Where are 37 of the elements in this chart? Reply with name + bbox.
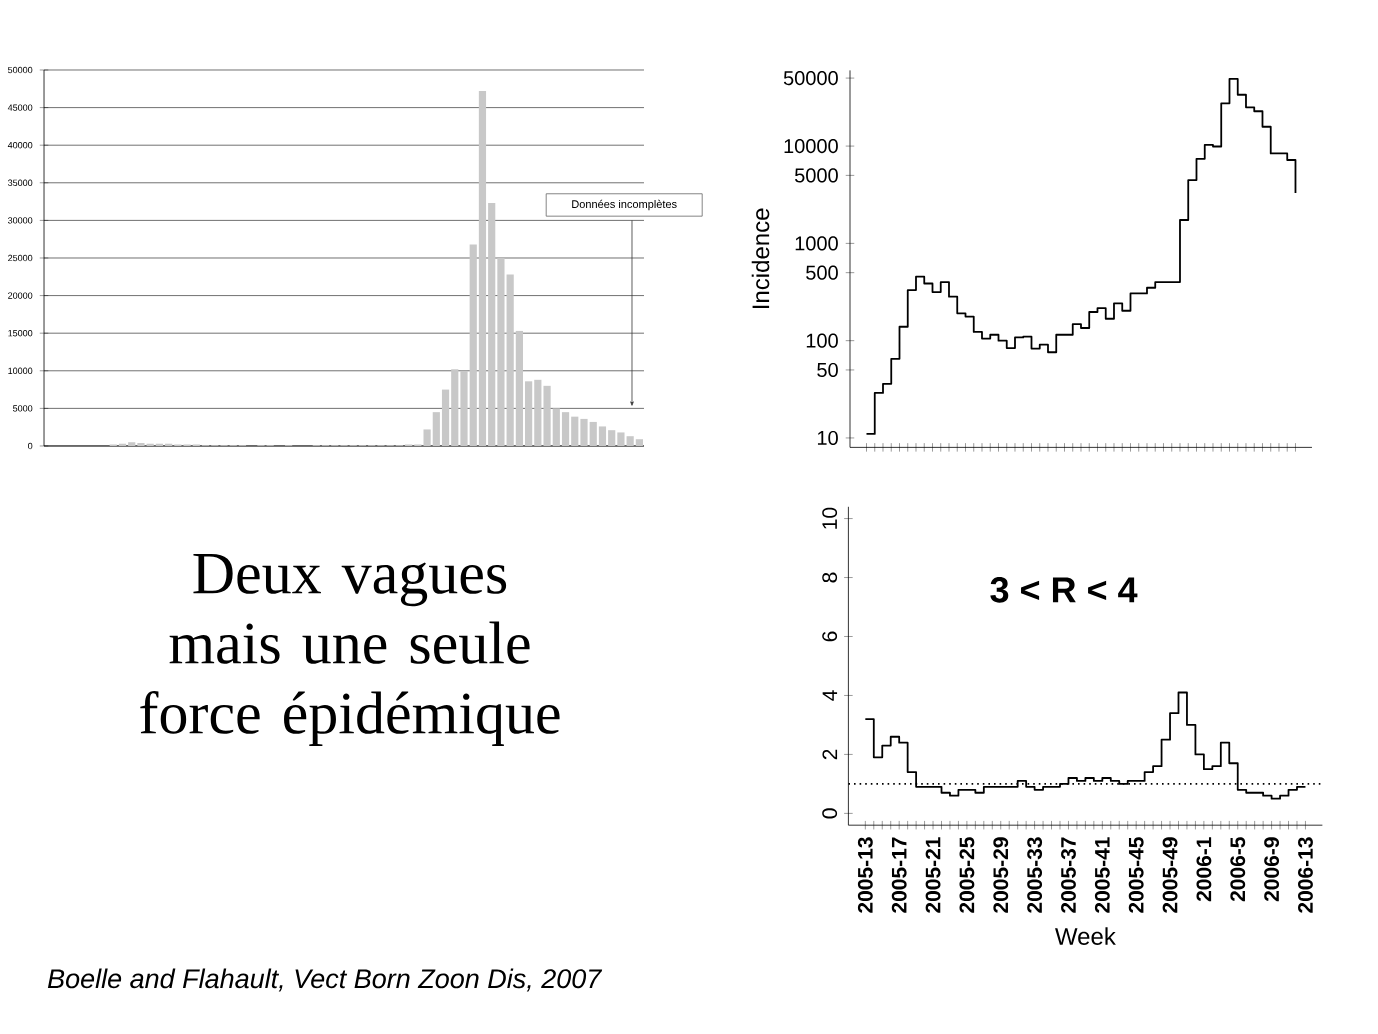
bar bbox=[478, 91, 487, 446]
y-axis-title: Incidence bbox=[751, 208, 770, 309]
x-tick-label: 2005-13 bbox=[857, 837, 873, 913]
x-tick-label: 2005-17 bbox=[891, 837, 907, 913]
x-tick-label: 2005-45 bbox=[1128, 837, 1144, 913]
x-tick-label: 2005-49 bbox=[1162, 837, 1178, 913]
y-tick-label: 500 bbox=[806, 265, 838, 280]
x-axis-title: Week bbox=[1055, 927, 1116, 945]
y-tick-label: 5000 bbox=[794, 168, 838, 183]
y-tick-label: 10 bbox=[822, 507, 838, 529]
y-tick-label: 100 bbox=[806, 333, 838, 348]
bar bbox=[598, 426, 607, 446]
y-tick-label: 50000 bbox=[783, 71, 838, 86]
x-tick-label: 2005-41 bbox=[1094, 837, 1110, 913]
x-tick-label: 2005-29 bbox=[993, 837, 1009, 913]
x-tick-label: 2005-37 bbox=[1061, 837, 1076, 913]
bar bbox=[635, 439, 643, 446]
x-tick-label: 2005-25 bbox=[959, 837, 975, 913]
y-tick-label: 10 bbox=[817, 430, 838, 446]
y-tick-label: 8 bbox=[822, 572, 838, 583]
y-tick-label: 0 bbox=[822, 808, 838, 819]
annotation: 3 < R < 4 bbox=[990, 577, 1138, 603]
y-tick-label: 4 bbox=[822, 690, 838, 701]
y-tick-label: 2 bbox=[822, 749, 838, 760]
y-tick-label: 10000 bbox=[784, 139, 838, 154]
y-tick-label: 6 bbox=[822, 631, 838, 642]
text: Deux vagues mais une seule force épidémique bbox=[140, 553, 560, 746]
bar bbox=[561, 412, 570, 446]
x-tick-label: 2006-13 bbox=[1298, 837, 1313, 913]
y-tick-label: 1000 bbox=[795, 236, 838, 251]
x-tick-label: 2006-1 bbox=[1196, 837, 1212, 902]
x-tick-label: 2006-5 bbox=[1230, 837, 1246, 902]
x-tick-label: 2005-33 bbox=[1027, 837, 1043, 913]
text: Boelle and Flahault, Vect Born Zoon Dis, 2007 bbox=[47, 968, 603, 992]
y-tick-label: 50 bbox=[817, 362, 838, 378]
x-tick-label: 2006-9 bbox=[1264, 837, 1280, 902]
x-tick-label: 2005-21 bbox=[925, 837, 941, 913]
